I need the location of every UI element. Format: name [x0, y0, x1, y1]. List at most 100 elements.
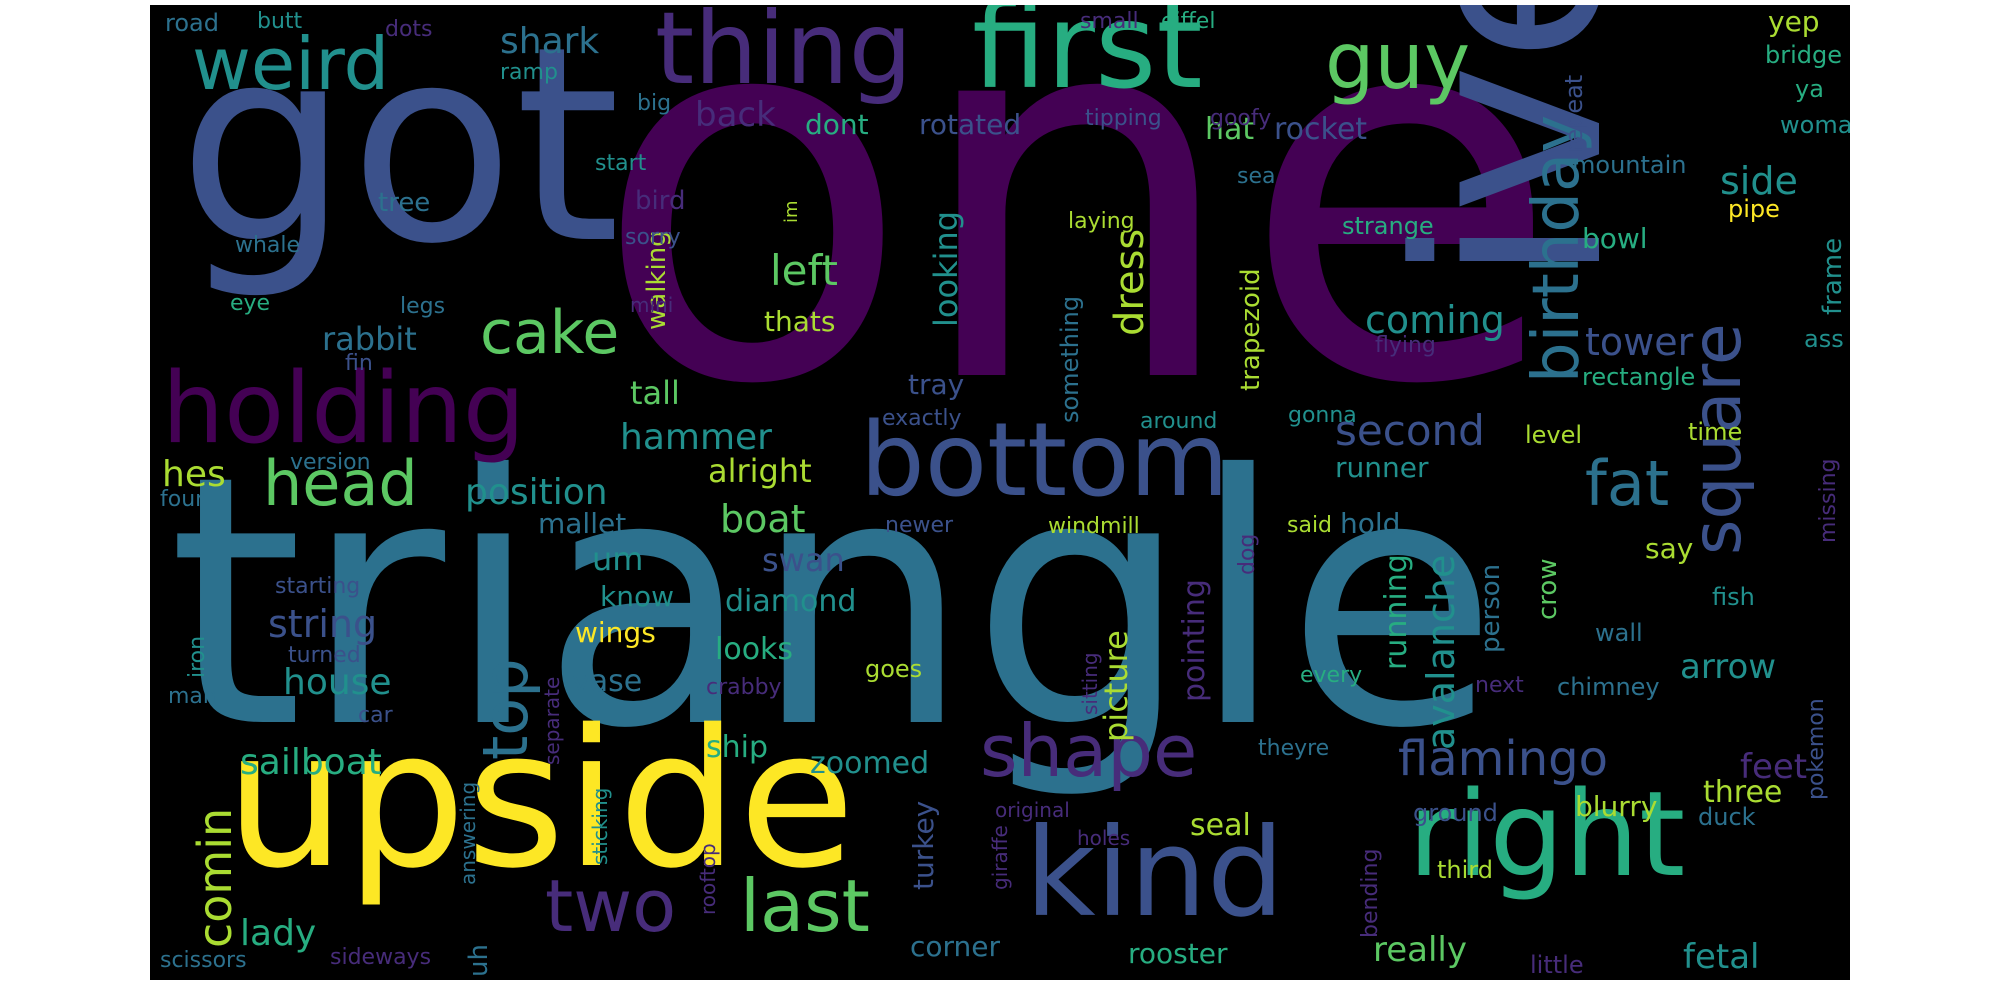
word-three: three — [1703, 775, 1783, 810]
word-separate: separate — [540, 676, 564, 765]
word-gonna: gonna — [1288, 403, 1357, 428]
word-uh: uh — [464, 944, 494, 977]
word-iron: iron — [185, 635, 210, 678]
word-little: little — [1530, 951, 1584, 979]
word-second: second — [1335, 406, 1485, 455]
word-tower: tower — [1585, 320, 1694, 364]
word-sticking: sticking — [588, 787, 612, 865]
word-scissors: scissors — [160, 948, 247, 973]
word-ya: ya — [1795, 75, 1824, 103]
word-arrow: arrow — [1680, 647, 1777, 687]
word-theyre: theyre — [1258, 736, 1330, 761]
word-laying: laying — [1068, 209, 1135, 234]
word-start: start — [595, 151, 647, 176]
word-mini: mini — [630, 293, 674, 317]
word-person: person — [1476, 563, 1506, 653]
word-feet: feet — [1740, 747, 1808, 787]
word-running: running — [1379, 554, 1414, 670]
word-dont: dont — [805, 108, 869, 141]
word-wall: wall — [1595, 619, 1643, 647]
word-coming: coming — [1365, 298, 1505, 342]
word-triangle: triangle — [168, 403, 1499, 804]
word-boat: boat — [720, 497, 806, 541]
word-something: something — [1056, 295, 1084, 423]
word-mountain: mountain — [1572, 151, 1687, 179]
word-ass: ass — [1804, 325, 1844, 353]
word-looks: looks — [715, 632, 794, 667]
word-say: say — [1645, 532, 1694, 565]
word-holes: holes — [1077, 826, 1131, 850]
word-im: im — [781, 200, 802, 223]
word-fish: fish — [1712, 583, 1755, 611]
word-sailboat: sailboat — [240, 742, 382, 783]
word-whale: whale — [235, 233, 301, 258]
word-chimney: chimney — [1557, 673, 1660, 701]
word-comin: comin — [188, 807, 242, 948]
word-hold: hold — [1340, 507, 1401, 540]
word-eye: eye — [230, 291, 271, 316]
word-position: position — [465, 472, 608, 513]
word-runner: runner — [1335, 451, 1429, 484]
word-sideways: sideways — [330, 945, 432, 970]
word-sitting: sitting — [1078, 652, 1102, 715]
word-rectangle: rectangle — [1582, 363, 1696, 391]
word-hes: hes — [162, 454, 226, 495]
word-alright: alright — [708, 452, 812, 490]
word-shape: shape — [980, 709, 1198, 793]
word-woman: woman — [1780, 111, 1850, 139]
word-time: time — [1688, 418, 1743, 446]
word-top: top — [469, 658, 542, 760]
word-pointing: pointing — [1177, 579, 1212, 702]
word-strange: strange — [1342, 212, 1434, 240]
word-tipping: tipping — [1085, 106, 1162, 131]
word-cloud: one triangle got ive upside first thing … — [150, 5, 1850, 980]
word-answering: answering — [456, 781, 480, 885]
word-weird: weird — [192, 22, 390, 106]
word-corner: corner — [910, 930, 1001, 963]
word-rooftop: rooftop — [696, 843, 720, 915]
word-upside: upside — [225, 689, 856, 910]
word-third: third — [1437, 856, 1493, 884]
word-original: original — [995, 798, 1070, 822]
word-zoomed: zoomed — [810, 746, 930, 781]
word-house: house — [283, 662, 392, 703]
word-string: string — [268, 602, 378, 646]
word-goofy: goofy — [1210, 106, 1272, 131]
word-lady: lady — [240, 913, 317, 954]
word-diamond: diamond — [725, 584, 857, 619]
word-butt: butt — [257, 9, 303, 34]
word-wings: wings — [575, 616, 656, 649]
word-windmill: windmill — [1048, 514, 1140, 539]
word-tray: tray — [908, 368, 965, 401]
word-back: back — [695, 95, 776, 135]
word-last: last — [740, 864, 870, 948]
word-tall: tall — [630, 374, 680, 412]
word-thats: thats — [764, 305, 836, 338]
word-exactly: exactly — [882, 406, 962, 431]
word-missing: missing — [1816, 458, 1841, 544]
word-around: around — [1140, 409, 1218, 434]
word-know: know — [600, 580, 674, 613]
word-rotated: rotated — [919, 108, 1022, 141]
word-got: got — [178, 5, 621, 303]
word-yep: yep — [1768, 5, 1820, 38]
word-bird: bird — [635, 186, 686, 216]
word-repeat: repeat — [1560, 74, 1588, 153]
word-crow: crow — [1533, 558, 1563, 620]
word-turkey: turkey — [907, 800, 940, 890]
word-guy: guy — [1325, 17, 1471, 107]
word-newer: newer — [885, 513, 954, 538]
word-mallet: mallet — [538, 507, 627, 540]
word-every: every — [1300, 663, 1363, 688]
word-right: right — [1408, 765, 1686, 903]
word-trapezoid: trapezoid — [1236, 268, 1266, 391]
word-head: head — [263, 447, 418, 520]
word-one: one — [593, 5, 1561, 498]
word-pokemon: pokemon — [1804, 698, 1829, 800]
word-um: um — [592, 540, 644, 578]
word-next: next — [1475, 673, 1524, 698]
word-rocket: rocket — [1274, 112, 1368, 147]
word-ship: ship — [706, 730, 769, 765]
word-flamingo: flamingo — [1398, 731, 1608, 787]
word-bending: bending — [1358, 848, 1383, 938]
